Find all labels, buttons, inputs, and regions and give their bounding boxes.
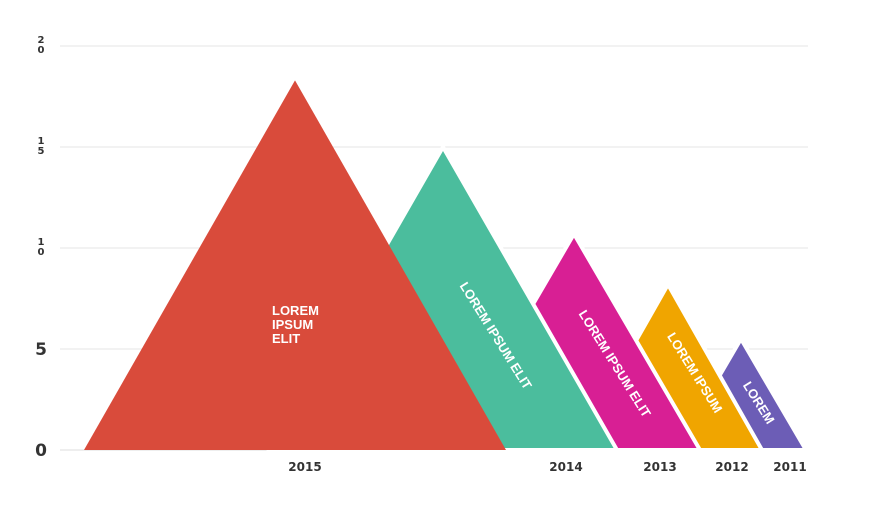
series-label: LOREM IPSUM ELIT — [272, 303, 319, 346]
x-tick-label: 2015 — [288, 460, 321, 474]
triangle-2015 — [84, 80, 506, 450]
x-tick-label: 2012 — [715, 460, 748, 474]
x-tick-label: 2013 — [643, 460, 676, 474]
x-tick-label: 2014 — [549, 460, 582, 474]
triangle-series: LOREM IPSUM ELIT LOREM IPSUM ELIT LOREM IPSU… — [84, 80, 810, 452]
y-axis-ticks: 0 5 1 0 1 5 2 0 — [35, 35, 47, 461]
y-tick-label: 0 — [35, 441, 47, 461]
x-tick-label: 2011 — [773, 460, 806, 474]
x-axis-ticks: 2015 2014 2013 2012 2011 — [288, 460, 806, 474]
y-tick-label: 5 — [35, 340, 47, 360]
